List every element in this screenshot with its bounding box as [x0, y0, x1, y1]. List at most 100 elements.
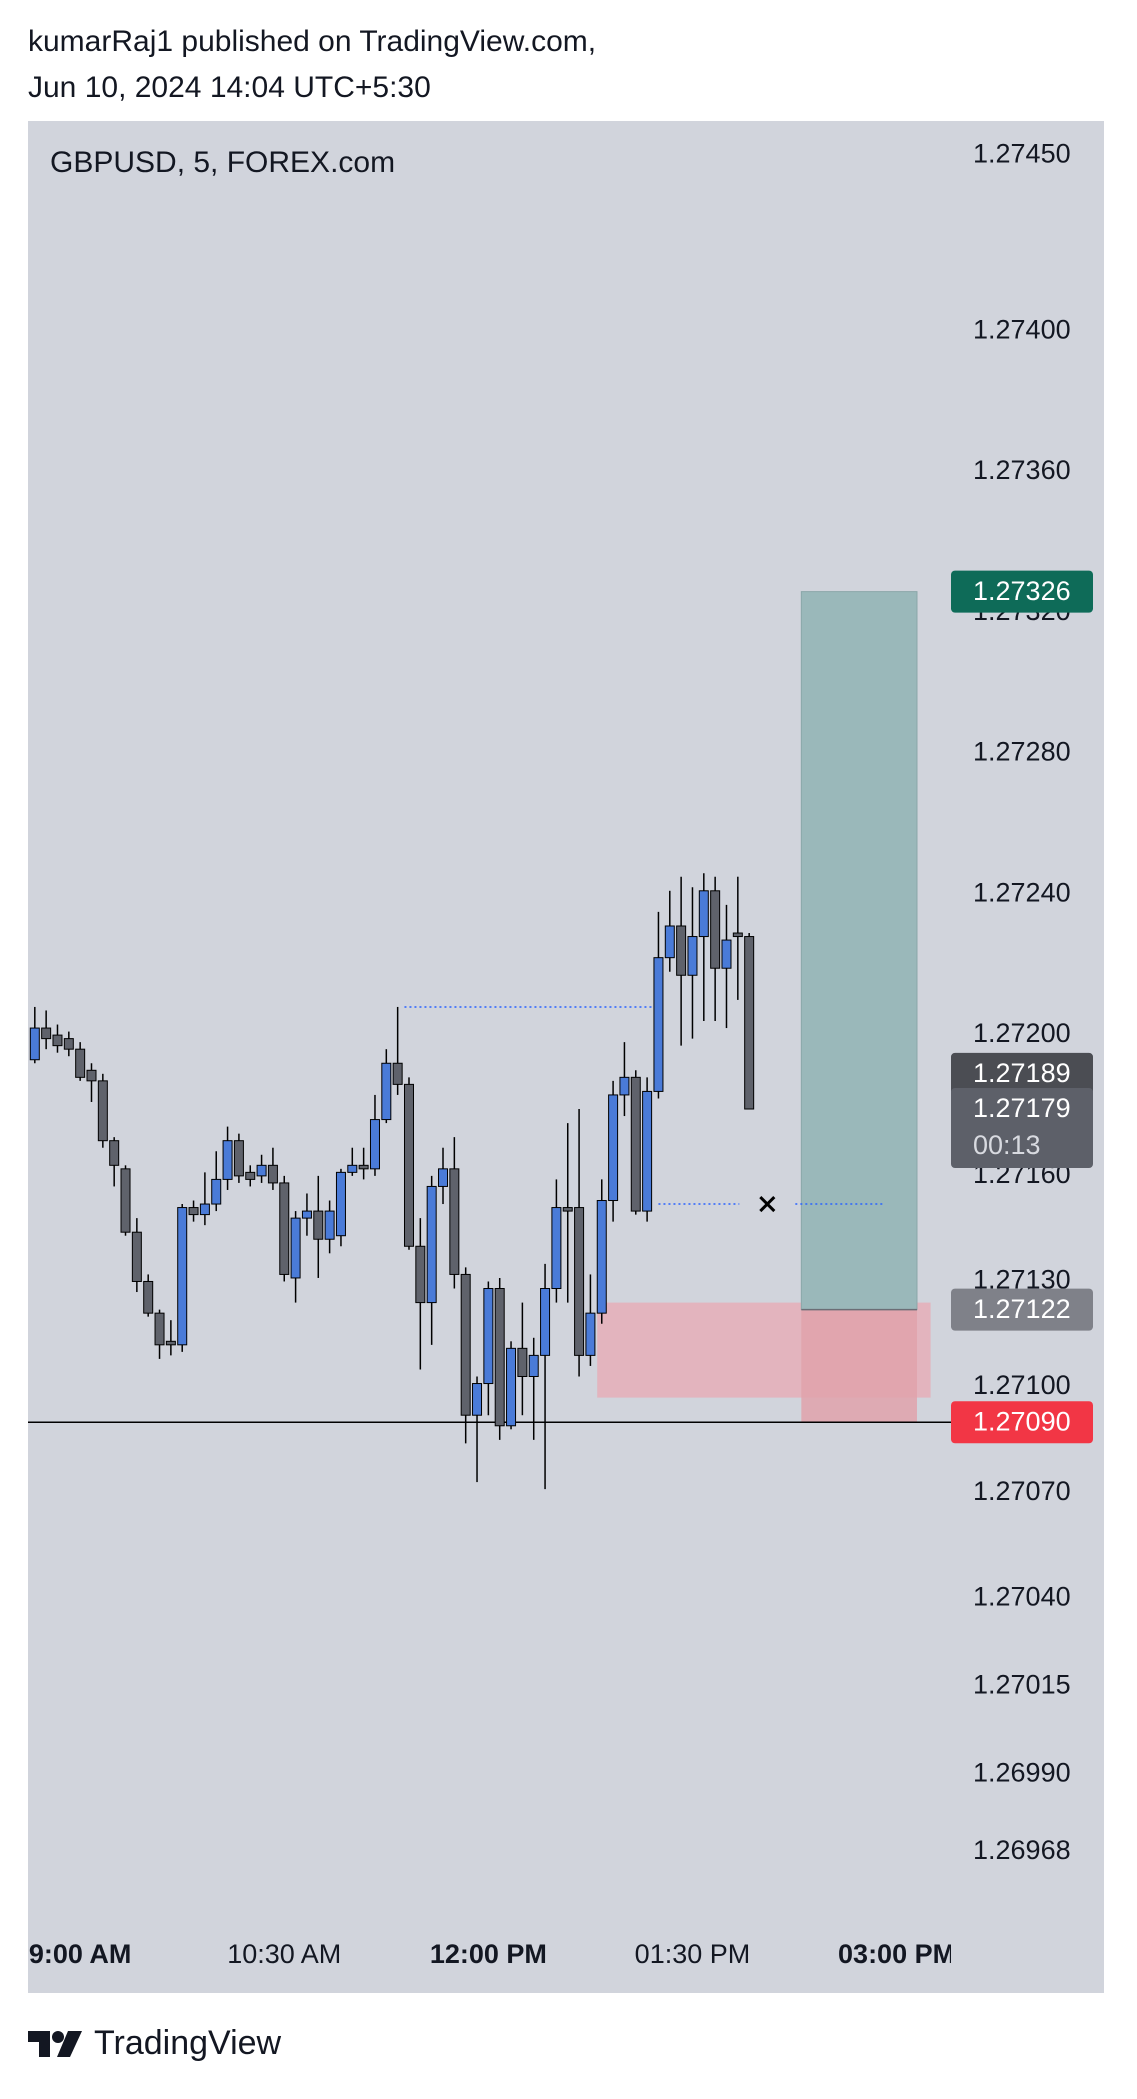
price-tag-label: 1.27122: [973, 1294, 1071, 1324]
candle-body: [403, 1083, 414, 1247]
candle-body: [335, 1171, 346, 1237]
candle-body: [41, 1027, 52, 1040]
candle-body: [301, 1210, 312, 1219]
candle-body: [211, 1178, 222, 1205]
candle-body: [256, 1164, 267, 1177]
candle-body: [642, 1090, 653, 1212]
candle-body: [630, 1076, 641, 1212]
price-tag-label: 1.27189: [973, 1058, 1071, 1088]
y-tick-label: 1.27450: [973, 138, 1071, 168]
candle-body: [63, 1038, 74, 1050]
date-line: Jun 10, 2024 14:04 UTC+5:30: [28, 71, 431, 104]
candle-body: [528, 1354, 539, 1377]
price-tag-label: 1.27090: [973, 1406, 1071, 1436]
candle-body: [449, 1168, 460, 1275]
y-tick-label: 1.27015: [973, 1669, 1071, 1699]
candle-body: [245, 1171, 256, 1180]
candle-body: [29, 1027, 40, 1061]
candle-body: [426, 1185, 437, 1304]
candle-body: [506, 1347, 517, 1427]
candle-body: [687, 936, 698, 976]
chart: 9:00 AM 10:30 AM 12:00 PM 01:30 PM 03:00 PM …: [28, 121, 1104, 1993]
candle-body: [279, 1182, 290, 1275]
candle-body: [540, 1288, 551, 1356]
x-tick-label: 9:00 AM: [29, 1939, 132, 1969]
y-tick-label: 1.27200: [973, 1018, 1071, 1048]
candle-body: [109, 1140, 120, 1166]
candle-body: [562, 1207, 573, 1212]
candle-body: [551, 1207, 562, 1290]
candle-body: [732, 932, 743, 938]
price-axis: 1.274501.274001.273601.273201.272801.272…: [951, 138, 1093, 1865]
candle-body: [131, 1231, 142, 1282]
candle-body: [438, 1168, 449, 1187]
candle-body: [222, 1140, 233, 1180]
candle-body: [608, 1094, 619, 1202]
x-tick-label: 10:30 AM: [227, 1939, 341, 1969]
candle-body: [177, 1207, 188, 1346]
y-tick-label: 1.27400: [973, 314, 1071, 344]
y-tick-label: 1.27240: [973, 877, 1071, 907]
candle-body: [744, 936, 755, 1110]
candle-body: [369, 1119, 380, 1170]
candle-body: [517, 1347, 528, 1378]
logo: [28, 2030, 82, 2057]
brand: TradingView: [94, 2024, 282, 2062]
symbol-title: GBPUSD, 5, FOREX.com: [50, 146, 395, 179]
candle-body: [585, 1312, 596, 1356]
cross-marker: [759, 1195, 776, 1213]
price-tag: [951, 1401, 1093, 1444]
candle-body: [165, 1340, 176, 1346]
candle-body: [664, 925, 675, 959]
candle-body: [97, 1080, 108, 1142]
candle-body: [574, 1207, 585, 1356]
candle-body: [75, 1048, 86, 1078]
candle-body: [199, 1203, 210, 1216]
y-tick-label: 1.27040: [973, 1581, 1071, 1611]
candle-body: [483, 1288, 494, 1385]
candle-body: [358, 1164, 369, 1170]
y-tick-label: 1.27280: [973, 737, 1071, 767]
price-tag-label: 1.27179: [973, 1093, 1071, 1123]
candle-body: [494, 1288, 505, 1427]
candle-body: [698, 890, 709, 938]
candle-body: [596, 1200, 607, 1314]
price-tag: [951, 1088, 1093, 1169]
y-tick-label: 1.27100: [973, 1370, 1071, 1400]
candle-body: [415, 1245, 426, 1304]
candle-body: [710, 890, 721, 969]
price-tag: [951, 1288, 1093, 1331]
candle-body: [267, 1164, 278, 1184]
candle-body: [52, 1034, 63, 1047]
candle-body: [86, 1069, 97, 1082]
candle-body: [324, 1210, 335, 1240]
x-tick-label: 12:00 PM: [430, 1939, 547, 1969]
candle-body: [233, 1140, 244, 1177]
price-tag: [951, 570, 1093, 613]
position-loss: [801, 1309, 917, 1423]
y-tick-label: 1.26990: [973, 1757, 1071, 1787]
candle-body: [392, 1062, 403, 1085]
x-tick-label: 03:00 PM: [838, 1939, 955, 1969]
candle-body: [460, 1273, 471, 1416]
footer: TradingView: [28, 2024, 281, 2063]
candle-body: [290, 1217, 301, 1279]
candle-body: [381, 1062, 392, 1121]
y-tick-label: 1.27070: [973, 1476, 1071, 1506]
candle-body: [313, 1210, 324, 1240]
candle-body: [347, 1164, 358, 1173]
candle-body: [721, 939, 732, 969]
position-profit: [800, 591, 918, 1311]
candle-body: [120, 1168, 131, 1233]
x-tick-label: 01:30 PM: [635, 1939, 751, 1969]
plot-area: 9:00 AM 10:30 AM 12:00 PM 01:30 PM 03:00 PM: [28, 591, 955, 1969]
candle-body: [676, 925, 687, 976]
candle-body: [653, 957, 664, 1092]
y-tick-label: 1.26968: [973, 1835, 1071, 1865]
price-tag-label: 1.27326: [973, 576, 1071, 606]
candle-body: [619, 1076, 630, 1096]
candle-body: [143, 1280, 154, 1314]
candle-body: [154, 1312, 165, 1346]
cross-stroke: [759, 1195, 776, 1213]
